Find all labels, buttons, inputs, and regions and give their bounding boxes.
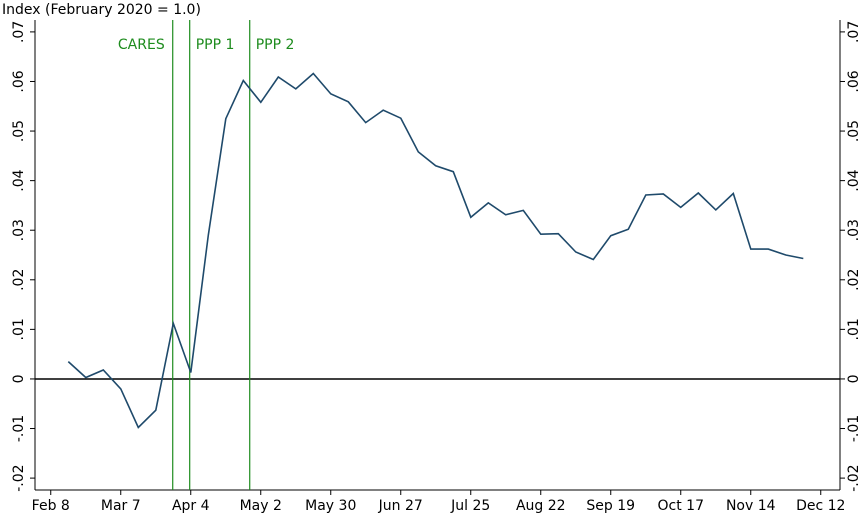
x-tick-label: Jul 25 (450, 498, 490, 514)
y-tick-label: -.02 (11, 464, 27, 491)
x-tick-label: May 2 (240, 498, 282, 514)
y-tick-label: .06 (11, 70, 27, 92)
y2-tick-label: .07 (846, 21, 862, 43)
event-label: PPP 1 (196, 37, 235, 53)
y2-tick-label: 0 (846, 374, 862, 383)
y-tick-label: .05 (11, 120, 27, 142)
y2-tick-label: .05 (846, 120, 862, 142)
chart-title: Index (February 2020 = 1.0) (2, 2, 201, 18)
y2-tick-label: -.01 (846, 415, 862, 442)
x-tick-label: Jun 27 (378, 498, 423, 514)
x-tick-label: Aug 22 (516, 498, 566, 514)
y2-tick-label: .01 (846, 318, 862, 340)
y2-tick-label: .04 (846, 169, 862, 191)
y-tick-label: .02 (11, 269, 27, 291)
y-tick-label: .03 (11, 219, 27, 241)
x-tick-label: Oct 17 (658, 498, 704, 514)
y-tick-label: .01 (11, 318, 27, 340)
x-tick-label: Dec 12 (796, 498, 845, 514)
y-tick-label: .04 (11, 169, 27, 191)
x-tick-label: Feb 8 (32, 498, 70, 514)
event-label: CARES (118, 37, 165, 53)
y-tick-label: .07 (11, 21, 27, 43)
y2-tick-label: -.02 (846, 464, 862, 491)
event-label: PPP 2 (256, 37, 295, 53)
x-tick-label: Apr 4 (172, 498, 210, 514)
y-tick-label: -.01 (11, 415, 27, 442)
x-tick-label: May 30 (305, 498, 356, 514)
y2-tick-label: .02 (846, 269, 862, 291)
y2-tick-label: .03 (846, 219, 862, 241)
x-tick-label: Nov 14 (726, 498, 776, 514)
series-line (67, 72, 804, 429)
y-tick-label: 0 (11, 374, 27, 383)
x-tick-label: Sep 19 (586, 498, 635, 514)
x-tick-label: Mar 7 (101, 498, 141, 514)
y2-tick-label: .06 (846, 70, 862, 92)
